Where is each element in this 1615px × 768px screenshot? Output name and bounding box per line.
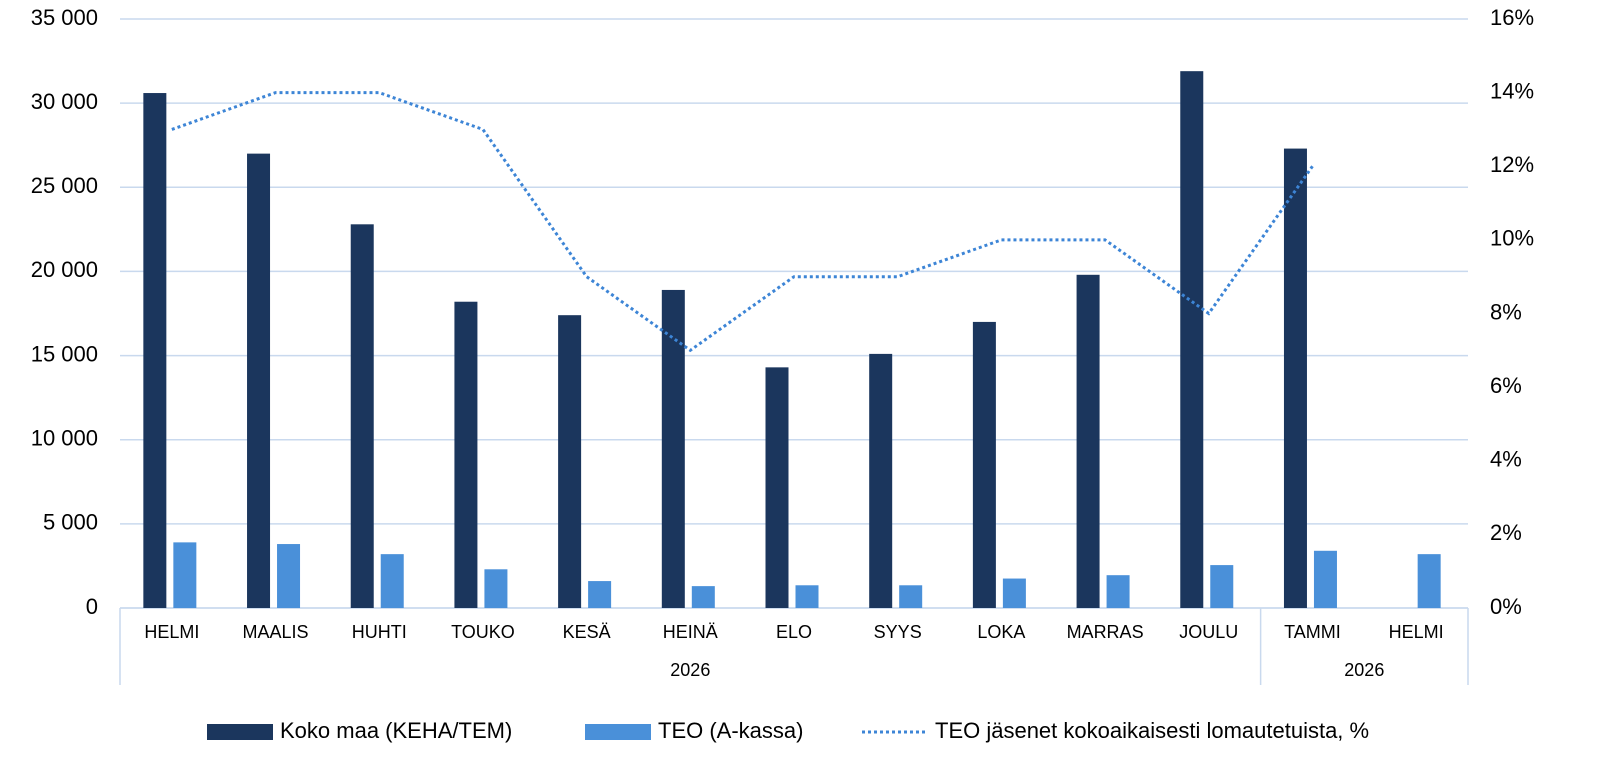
y-tick-label: 20 000 [31, 257, 98, 282]
bar [972, 321, 996, 608]
y2-tick-label: 14% [1490, 78, 1534, 103]
bar [173, 542, 197, 608]
y2-tick-label: 0% [1490, 594, 1522, 619]
group-label: 2026 [1344, 660, 1384, 680]
x-tick-label: MARRAS [1067, 622, 1144, 642]
bar [484, 569, 508, 608]
bar [1076, 274, 1100, 608]
x-tick-label: HELMI [144, 622, 199, 642]
y2-tick-label: 16% [1490, 5, 1534, 30]
legend-swatch [207, 724, 273, 740]
legend-label: TEO (A-kassa) [658, 718, 803, 743]
bar [1417, 554, 1441, 608]
x-tick-label: MAALIS [243, 622, 309, 642]
x-tick-label: HEINÄ [663, 622, 718, 642]
y2-tick-label: 2% [1490, 520, 1522, 545]
group-label: 2026 [670, 660, 710, 680]
y2-tick-label: 12% [1490, 152, 1534, 177]
bar [899, 585, 923, 608]
y-tick-label: 15 000 [31, 341, 98, 366]
y-tick-label: 0 [86, 594, 98, 619]
x-tick-label: TOUKO [451, 622, 515, 642]
y2-tick-label: 8% [1490, 299, 1522, 324]
bar [454, 301, 478, 608]
legend-swatch [585, 724, 651, 740]
bar [350, 224, 374, 608]
bar [558, 315, 582, 608]
bar [1106, 575, 1130, 608]
x-tick-label: LOKA [977, 622, 1025, 642]
bar [661, 289, 685, 608]
y2-tick-label: 10% [1490, 226, 1534, 251]
y-tick-label: 25 000 [31, 173, 98, 198]
y-tick-label: 5 000 [43, 510, 98, 535]
bar [1002, 578, 1026, 608]
line [171, 91, 1314, 353]
bar [277, 544, 301, 608]
bar [1313, 550, 1337, 608]
bar [1283, 148, 1307, 608]
bar [247, 153, 271, 608]
bar [1180, 71, 1204, 608]
y-tick-label: 35 000 [31, 5, 98, 30]
legend-label: Koko maa (KEHA/TEM) [280, 718, 512, 743]
bar [691, 586, 715, 608]
x-tick-label: SYYS [874, 622, 922, 642]
bar [795, 585, 819, 608]
bar [143, 93, 167, 608]
y-tick-label: 10 000 [31, 426, 98, 451]
x-tick-label: HUHTI [352, 622, 407, 642]
x-tick-label: KESÄ [563, 622, 611, 642]
legend-label: TEO jäsenet kokoaikaisesti lomautetuista… [935, 718, 1369, 743]
y-tick-label: 30 000 [31, 89, 98, 114]
y2-tick-label: 6% [1490, 373, 1522, 398]
x-tick-label: ELO [776, 622, 812, 642]
bar [765, 367, 789, 608]
x-tick-label: JOULU [1179, 622, 1238, 642]
bar [588, 581, 612, 608]
bar [380, 554, 404, 608]
bar [869, 353, 893, 608]
bar [1210, 565, 1234, 608]
x-tick-label: TAMMI [1284, 622, 1341, 642]
y2-tick-label: 4% [1490, 447, 1522, 472]
x-tick-label: HELMI [1389, 622, 1444, 642]
